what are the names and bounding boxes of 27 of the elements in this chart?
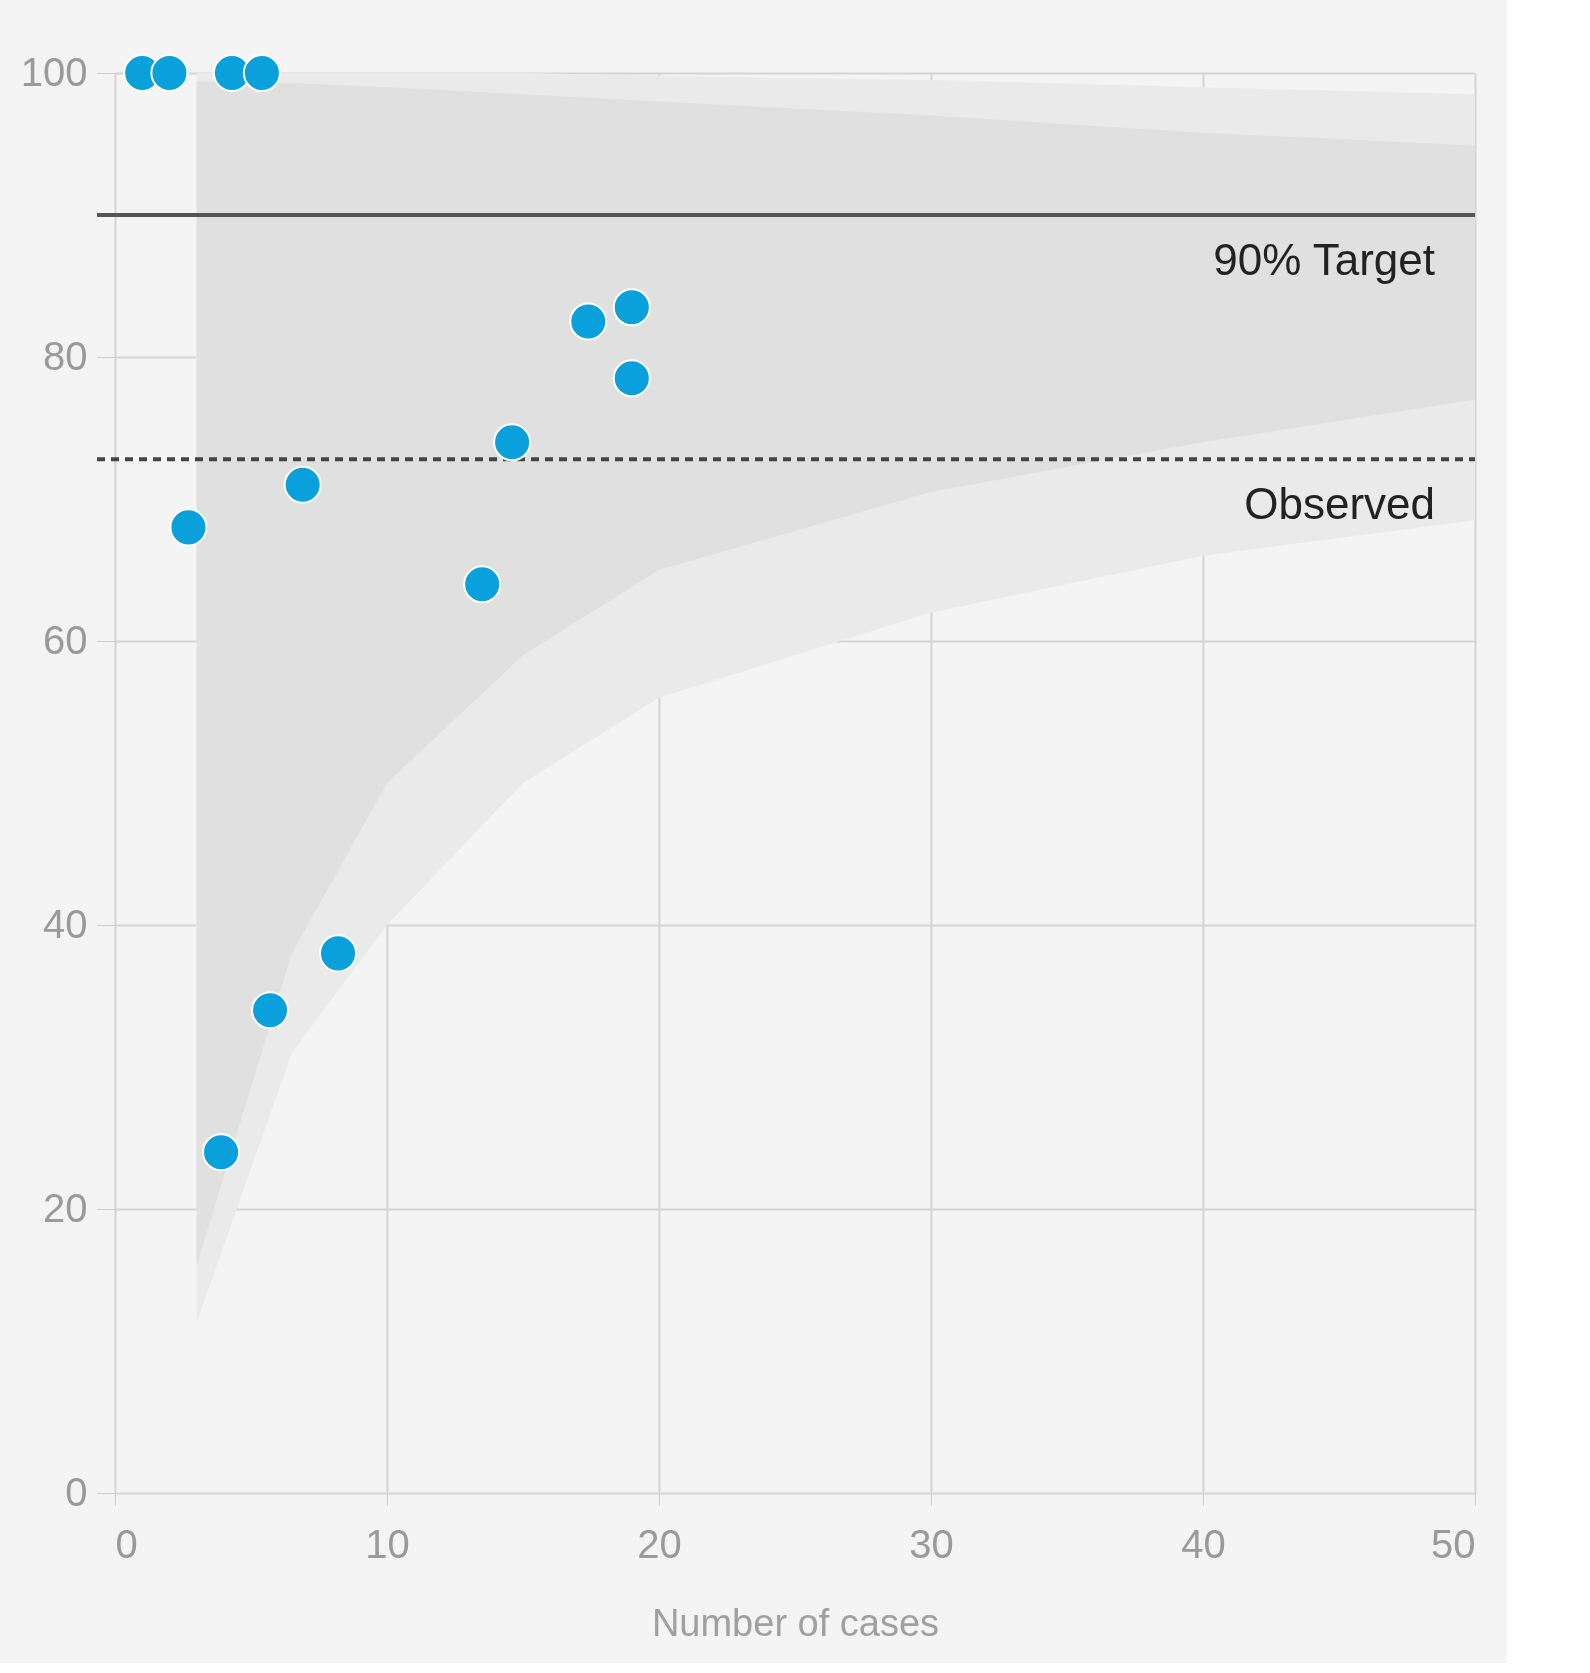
point xyxy=(612,288,651,327)
x-axis-title: Number of cases xyxy=(651,1601,940,1644)
x-tick-label: 20 xyxy=(637,1521,682,1566)
y-tick-label: 60 xyxy=(43,617,88,662)
point xyxy=(251,991,290,1030)
x-tick-label: 30 xyxy=(909,1521,954,1566)
point xyxy=(169,508,208,547)
ref-line-label: Observed xyxy=(1244,479,1435,529)
y-tick-label: 0 xyxy=(65,1469,88,1514)
point xyxy=(463,565,502,604)
point xyxy=(283,465,322,504)
x-tick-label: 0 xyxy=(115,1521,138,1566)
point xyxy=(319,934,358,973)
y-tick-label: 80 xyxy=(43,333,88,378)
x-tick-label: 40 xyxy=(1181,1521,1226,1566)
y-tick-label: 100 xyxy=(20,49,88,94)
y-tick-label: 40 xyxy=(43,901,88,946)
point xyxy=(202,1133,241,1172)
y-tick-label: 20 xyxy=(43,1185,88,1230)
point xyxy=(150,54,189,92)
point xyxy=(242,54,281,92)
point xyxy=(612,359,651,398)
x-tick-label: 10 xyxy=(365,1521,410,1566)
x-tick-label: 50 xyxy=(1431,1521,1476,1566)
point xyxy=(493,423,532,462)
point xyxy=(569,302,608,341)
ref-line-label: 90% Target xyxy=(1213,235,1435,284)
